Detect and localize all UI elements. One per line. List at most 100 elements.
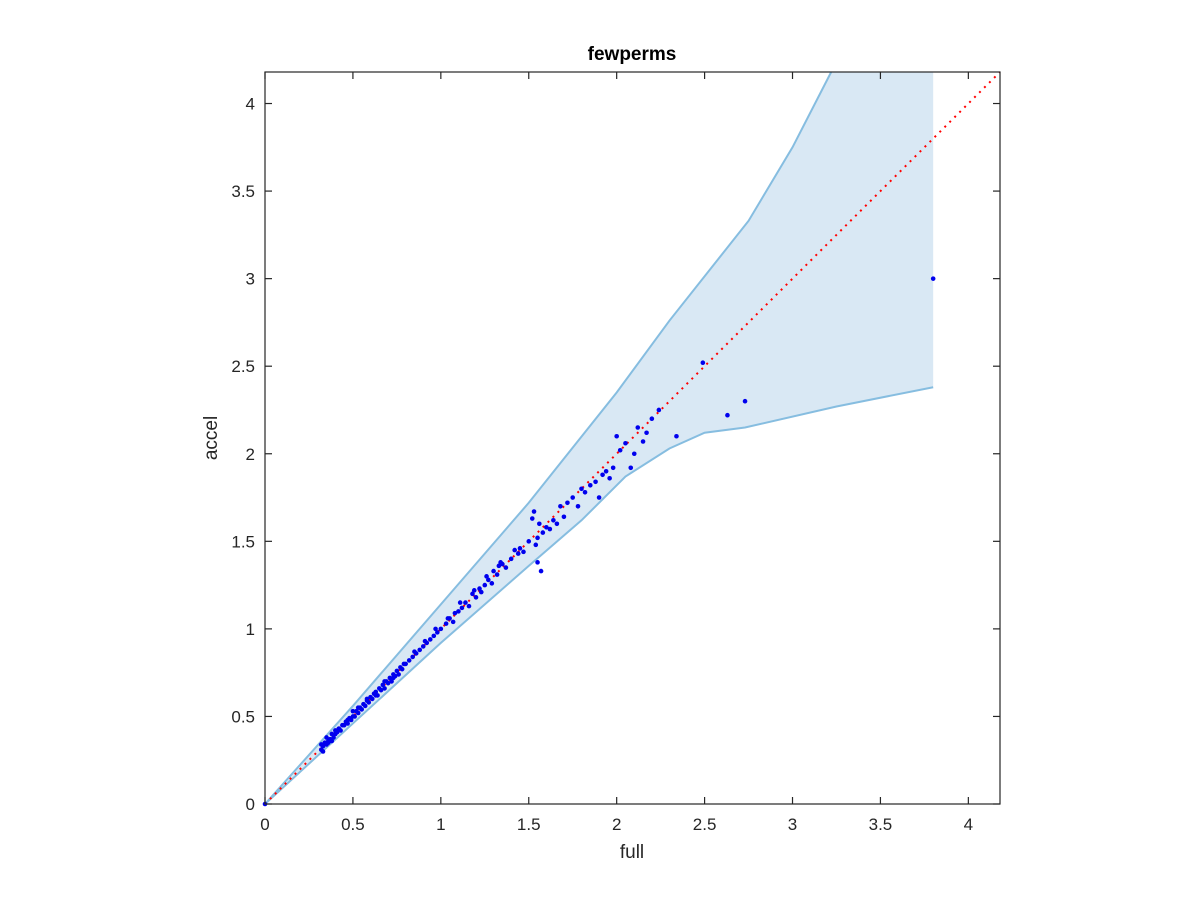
data-point: [521, 549, 526, 555]
data-point: [369, 696, 375, 702]
data-points: [262, 276, 936, 807]
data-point: [336, 726, 342, 731]
data-point: [385, 680, 391, 686]
data-point: [725, 412, 730, 418]
data-point: [362, 703, 368, 709]
data-point: [593, 479, 598, 485]
data-point: [329, 731, 335, 737]
data-point: [399, 666, 405, 672]
data-point: [422, 638, 428, 644]
data-point: [531, 509, 537, 514]
y-tick-label: 2: [246, 445, 255, 464]
data-point: [614, 433, 619, 439]
data-point: [596, 495, 602, 500]
x-axis-label: full: [620, 842, 644, 863]
data-point: [489, 581, 495, 586]
x-tick-label: 1.5: [517, 815, 541, 834]
data-point: [438, 626, 444, 632]
data-point: [554, 521, 560, 527]
data-point: [389, 679, 394, 684]
data-point: [473, 595, 479, 600]
data-point: [470, 591, 475, 597]
data-point: [600, 472, 605, 478]
confidence-band: [264, 71, 934, 805]
data-point: [631, 451, 637, 457]
data-point: [529, 516, 535, 521]
data-point: [334, 729, 340, 735]
data-point: [587, 482, 593, 488]
data-point: [478, 589, 484, 595]
data-point: [320, 749, 326, 754]
diagonal-line: [264, 71, 1001, 805]
data-point: [345, 717, 350, 723]
data-point: [640, 439, 646, 444]
data-point: [331, 735, 336, 740]
data-point: [610, 465, 616, 471]
data-point: [623, 440, 628, 446]
data-point: [382, 679, 387, 684]
data-point: [512, 547, 517, 553]
data-point: [463, 600, 468, 605]
data-point: [431, 633, 437, 639]
data-point: [649, 416, 655, 422]
data-point: [503, 565, 509, 570]
data-point: [477, 586, 482, 591]
data-point: [378, 687, 384, 693]
x-tick-label: 1: [436, 815, 445, 834]
data-point: [486, 577, 491, 583]
data-point: [373, 689, 379, 695]
y-ticks: 0 0.5 1 1.5 2 2.5 3 3.5 4: [231, 95, 1000, 814]
data-point: [603, 468, 609, 474]
y-tick-label: 1.5: [231, 532, 255, 551]
axes: [264, 71, 1001, 805]
axes-box: [264, 71, 1001, 805]
data-point: [674, 433, 679, 439]
data-point: [433, 626, 438, 632]
data-point: [401, 661, 407, 667]
data-point: [617, 447, 623, 453]
data-point: [575, 503, 581, 509]
data-point: [526, 539, 532, 544]
data-point: [420, 644, 426, 649]
reference-line: [264, 71, 1001, 805]
x-tick-label: 4: [964, 815, 973, 834]
data-point: [417, 647, 423, 653]
data-point: [561, 514, 567, 520]
data-point: [644, 430, 649, 436]
data-point: [498, 560, 503, 565]
data-point: [457, 600, 463, 605]
x-tick-label: 2.5: [693, 815, 717, 834]
y-axis-label: accel: [201, 416, 222, 460]
data-point: [410, 654, 416, 660]
y-tick-label: 0: [246, 795, 255, 814]
data-point: [396, 672, 401, 677]
data-point: [382, 686, 387, 691]
data-point: [406, 658, 412, 663]
x-ticks: 0 0.5 1 1.5 2 2.5 3 3.5 4: [260, 72, 973, 834]
data-point: [582, 489, 588, 495]
data-point: [484, 574, 489, 579]
data-point: [700, 360, 706, 365]
data-point: [355, 710, 361, 716]
data-point: [359, 707, 365, 712]
data-point: [341, 722, 347, 728]
x-tick-label: 0: [260, 815, 269, 834]
data-point: [387, 675, 393, 681]
data-point: [352, 714, 357, 719]
data-point: [535, 535, 540, 541]
chart-title: fewperms: [588, 44, 677, 65]
data-point: [345, 721, 350, 726]
data-point: [435, 630, 440, 635]
data-point: [373, 693, 379, 698]
y-tick-label: 3: [246, 270, 255, 289]
data-point: [558, 503, 563, 509]
data-point: [471, 588, 477, 593]
data-point: [355, 705, 361, 710]
data-point: [635, 425, 641, 430]
data-point: [656, 407, 662, 413]
data-point: [607, 475, 612, 481]
data-point: [466, 603, 472, 609]
x-tick-label: 3: [788, 815, 797, 834]
data-point: [350, 708, 356, 714]
data-point: [456, 609, 461, 614]
